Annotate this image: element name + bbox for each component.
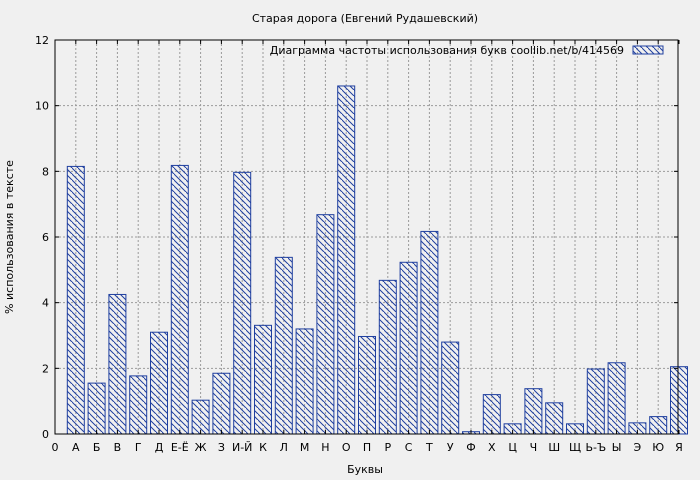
bar-10 (254, 324, 272, 435)
bar-30 (670, 366, 688, 435)
y-tick-label: 8 (42, 165, 49, 178)
x-tick-label: Ц (508, 441, 517, 454)
y-tick-label: 10 (35, 100, 49, 113)
y-tick-label: 0 (42, 428, 49, 441)
x-tick-label: Л (280, 441, 288, 454)
y-axis-ticks: 0 2 4 6 8 10 12 (35, 34, 678, 441)
x-tick-label: Ь-Ъ (585, 441, 606, 454)
bar-13 (316, 214, 335, 435)
bar-6 (170, 164, 189, 435)
x-tick-label: Щ (569, 441, 581, 454)
x-tick-label: Е-Ё (171, 441, 189, 454)
x-tick-label: А (72, 441, 80, 454)
x-tick-label: У (447, 441, 454, 454)
bar-9 (233, 171, 252, 435)
x-tick-label: Ю (652, 441, 664, 454)
x-tick-label: Ш (548, 441, 560, 454)
x-tick-label: С (405, 441, 413, 454)
bar-7 (191, 399, 210, 435)
x-tick-label: Р (384, 441, 391, 454)
bar-16 (378, 279, 397, 435)
bar-8 (212, 372, 231, 435)
chart-title: Старая дорога (Евгений Рудашевский) (252, 12, 478, 25)
x-tick-label: Ч (530, 441, 538, 454)
bar-18 (420, 230, 439, 435)
x-tick-label: Б (93, 441, 101, 454)
bar-5 (150, 331, 168, 435)
x-tick-label: Н (321, 441, 329, 454)
bar-23 (524, 388, 543, 435)
x-tick-label: П (363, 441, 371, 454)
x-tick-label: Ы (612, 441, 622, 454)
x-tick-label: К (259, 441, 267, 454)
x-tick-label: 0 (52, 441, 59, 454)
bars (66, 85, 688, 435)
bar-27 (607, 362, 626, 435)
x-tick-label: Я (675, 441, 683, 454)
x-tick-label: Х (488, 441, 496, 454)
bar-12 (295, 328, 314, 435)
x-tick-label: И-Й (232, 441, 252, 454)
bar-21 (482, 394, 501, 435)
x-tick-label: Д (155, 441, 164, 454)
x-tick-label: Г (135, 441, 142, 454)
x-tick-label: О (342, 441, 351, 454)
bar-14 (337, 85, 356, 435)
bar-24 (545, 402, 564, 435)
bar-11 (274, 256, 293, 435)
y-tick-label: 2 (42, 362, 49, 375)
legend-swatch (632, 45, 664, 55)
x-tick-label: Ж (195, 441, 207, 454)
x-tick-label: М (300, 441, 310, 454)
x-tick-label: В (114, 441, 122, 454)
y-tick-label: 6 (42, 231, 49, 244)
bar-15 (358, 335, 376, 435)
x-axis-ticks: 0 А Б В Г Д Е-Ё Ж З И-Й К Л М Н О П Р С Т У Ф Х Ц Ч Ш Щ Ь-Ъ Ы Э Ю Я (52, 40, 683, 454)
x-axis-title: Буквы (347, 463, 383, 476)
bar-1 (66, 165, 85, 435)
bar-19 (441, 341, 460, 435)
x-tick-label: Ф (466, 441, 475, 454)
legend-label: Диаграмма частоты использования букв coo… (270, 44, 624, 57)
y-tick-label: 12 (35, 34, 49, 47)
legend: Диаграмма частоты использования букв coo… (270, 44, 664, 57)
x-tick-label: Э (634, 441, 642, 454)
x-tick-label: Т (425, 441, 433, 454)
bar-2 (87, 382, 106, 435)
x-tick-label: З (218, 441, 225, 454)
bar-3 (108, 293, 127, 435)
bar-26 (586, 368, 605, 435)
bar-4 (129, 375, 148, 435)
bar-17 (399, 261, 418, 435)
y-tick-label: 4 (42, 297, 49, 310)
y-axis-title: % использования в тексте (3, 160, 16, 314)
